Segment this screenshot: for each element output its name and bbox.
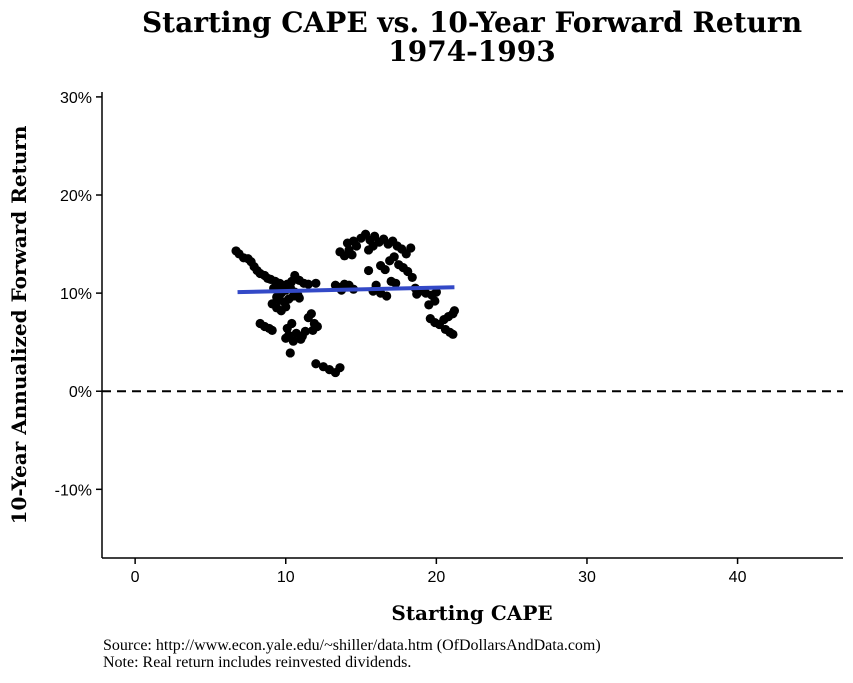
x-axis-ticks: 0 10 20 30 40	[131, 558, 747, 586]
x-tick-label: 0	[131, 569, 140, 586]
data-point	[281, 302, 291, 312]
data-point	[430, 296, 440, 306]
chart-title: Starting CAPE vs. 10-Year Forward Return	[142, 6, 802, 39]
data-point	[407, 272, 417, 283]
source-note: Source: http://www.econ.yale.edu/~shille…	[103, 637, 601, 654]
data-point	[368, 241, 378, 251]
x-tick-label: 20	[427, 569, 445, 586]
data-point	[431, 287, 441, 297]
data-point	[330, 280, 341, 290]
data-point	[287, 318, 297, 329]
y-tick-label: 20%	[60, 188, 92, 205]
data-point	[412, 289, 422, 299]
y-tick-label: -10%	[55, 482, 92, 499]
data-point	[303, 279, 313, 289]
y-axis-title: 10-Year Annualized Forward Return	[7, 125, 31, 524]
data-point	[288, 336, 298, 346]
data-point	[335, 363, 345, 373]
data-point	[267, 325, 277, 335]
data-point	[363, 265, 374, 276]
data-point	[306, 309, 316, 319]
data-point	[380, 264, 390, 275]
dividend-note: Note: Real return includes reinvested di…	[103, 654, 411, 671]
trend-line	[237, 285, 455, 295]
plot-area: 0 10 20 30 40 -10% 0% 10% 20% 30%	[55, 90, 843, 586]
data-point	[391, 278, 401, 288]
data-point	[281, 333, 291, 343]
data-point	[382, 291, 392, 301]
data-point	[308, 325, 318, 335]
y-tick-label: 30%	[60, 90, 92, 107]
x-tick-label: 40	[729, 569, 747, 586]
data-point	[351, 241, 362, 251]
y-tick-label: 0%	[69, 384, 92, 401]
x-axis-title: Starting CAPE	[391, 601, 552, 625]
y-tick-label: 10%	[60, 286, 92, 303]
y-axis-ticks: -10% 0% 10% 20% 30%	[55, 90, 102, 499]
x-tick-label: 10	[277, 569, 295, 586]
data-point	[311, 359, 321, 369]
data-point	[347, 250, 357, 260]
x-tick-label: 30	[578, 569, 596, 586]
data-point	[294, 293, 304, 303]
data-point	[300, 326, 310, 336]
data-point	[389, 252, 399, 262]
data-points	[231, 229, 460, 378]
data-point	[448, 329, 458, 339]
data-point	[285, 348, 295, 358]
data-point	[311, 278, 321, 288]
data-point	[406, 243, 416, 253]
data-point	[449, 306, 460, 316]
chart-subtitle: 1974-1993	[388, 35, 555, 68]
